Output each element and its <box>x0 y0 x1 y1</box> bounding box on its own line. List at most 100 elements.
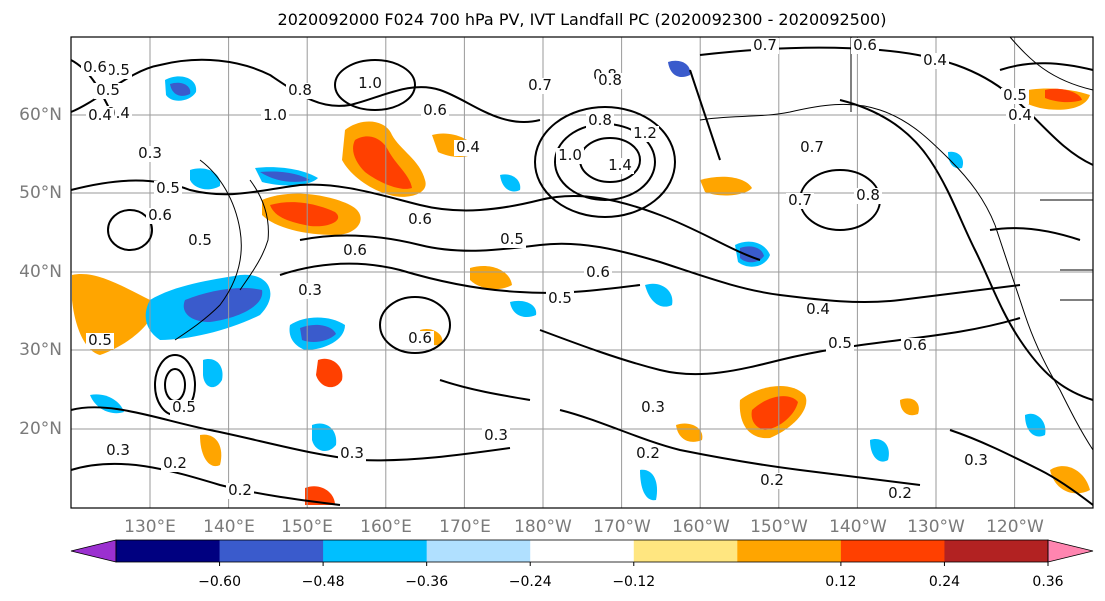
positive-anomaly-core <box>270 202 339 227</box>
coastlines <box>174 36 1094 451</box>
lat-label: 20°N <box>19 419 62 439</box>
contour-line <box>107 209 153 251</box>
contour-label: 0.5 <box>828 334 852 352</box>
contour-label-bg <box>631 126 659 142</box>
contour-label: 0.5 <box>88 331 112 349</box>
contour-label: 0.3 <box>641 398 665 416</box>
contour-label: 0.8 <box>856 186 880 204</box>
contour-label-bg <box>482 428 510 444</box>
negative-anomaly-patch <box>510 300 537 318</box>
colorbar-segment <box>737 540 842 562</box>
contour-label-bg <box>758 473 786 489</box>
contour-label-bg <box>804 302 832 318</box>
contour-label: 1.0 <box>358 74 382 92</box>
colorbar-segment <box>633 540 738 562</box>
positive-anomaly-patch <box>1050 466 1090 494</box>
negative-anomaly-patch <box>500 174 521 192</box>
contour-line <box>689 69 721 161</box>
contour-label: 0.4 <box>1008 106 1032 124</box>
contour-label: 1.0 <box>263 106 287 124</box>
contour-label-bg <box>341 243 369 259</box>
contour-label-bg <box>751 38 779 54</box>
colorbar-segment <box>530 540 635 562</box>
contour-label-bg <box>526 78 554 94</box>
figure-title: 2020092000 F024 700 hPa PV, IVT Landfall… <box>278 10 887 29</box>
lon-label: 120°W <box>986 517 1044 537</box>
negative-anomaly-core <box>260 171 310 182</box>
contour-label-bg <box>356 76 384 92</box>
lon-label: 170°E <box>439 517 491 537</box>
contour-label: 0.3 <box>106 441 130 459</box>
lon-label: 150°W <box>750 517 808 537</box>
positive-anomaly-core <box>305 486 335 505</box>
contour-line <box>70 406 511 462</box>
negative-anomaly-patch <box>870 439 889 462</box>
contour-label-bg <box>296 283 324 299</box>
contour-label-bg <box>286 83 314 99</box>
negative-anomaly-patch <box>190 168 221 190</box>
contour-line <box>534 106 676 218</box>
contour-label: 0.7 <box>528 76 552 94</box>
contour-label: 0.4 <box>88 106 112 124</box>
contour-label-bg <box>851 38 879 54</box>
contour-line <box>70 179 761 261</box>
lon-label: 160°W <box>672 517 730 537</box>
lon-label: 130°E <box>124 517 176 537</box>
contour-label-bg <box>901 338 929 354</box>
colorbar-outline <box>115 539 1049 563</box>
negative-anomaly-core <box>183 288 263 322</box>
lat-label: 50°N <box>19 183 62 203</box>
contour-line <box>299 234 1021 304</box>
contour-label: 0.8 <box>588 111 612 129</box>
contour-label: 0.5 <box>106 61 130 79</box>
colorbar-tick-label: −0.36 <box>405 574 448 590</box>
contour-label: 0.6 <box>408 329 432 347</box>
colorbar-segment <box>323 540 428 562</box>
contour-label: 0.2 <box>228 481 252 499</box>
colorbar-segment <box>116 540 221 562</box>
contour-label: 1.4 <box>608 156 632 174</box>
contour-label-bg <box>854 188 882 204</box>
longitude-labels: 130°E 140°E 150°E 160°E 170°E 180°W 170°… <box>124 517 1044 537</box>
colorbar-tick-label: −0.12 <box>612 574 655 590</box>
contour-label: 0.8 <box>598 71 622 89</box>
contour-label: 0.6 <box>586 263 610 281</box>
lat-label: 30°N <box>19 340 62 360</box>
positive-anomaly-patch <box>200 434 222 467</box>
lon-label: 140°E <box>203 517 255 537</box>
contour-label: 1.2 <box>633 124 657 142</box>
contour-label-bg <box>170 400 198 416</box>
colorbar: −0.60−0.48−0.36−0.24−0.120.120.240.360.4… <box>70 539 1094 590</box>
contour-label-bg <box>86 108 114 124</box>
contour-line <box>279 262 641 294</box>
contour-line <box>70 59 111 111</box>
contour-label-bg <box>421 103 449 119</box>
alaska-coastline <box>699 103 996 226</box>
contour-label: 0.3 <box>298 281 322 299</box>
contour-label: 0.4 <box>806 300 830 318</box>
contour-label-bg <box>454 140 482 156</box>
negative-anomaly-patch <box>948 151 964 169</box>
contour-label-bg <box>798 140 826 156</box>
contour-label-bg <box>596 73 624 89</box>
contour-label-bg <box>161 456 189 472</box>
positive-anomaly-core <box>751 396 798 430</box>
asia-coastline <box>174 159 242 341</box>
contour-label-bg <box>786 193 814 209</box>
contour-label: 0.6 <box>903 336 927 354</box>
negative-anomaly-patch <box>1025 413 1046 437</box>
contour-label-bg <box>556 148 584 164</box>
contour-line <box>989 227 1081 241</box>
contour-label: 0.6 <box>343 241 367 259</box>
contour-label: 0.5 <box>96 81 120 99</box>
negative-anomaly-patch <box>640 469 658 501</box>
contour-label-bg <box>1001 88 1029 104</box>
contour-label-bg <box>86 333 114 349</box>
latitude-labels: 60°N 50°N 40°N 30°N 20°N <box>19 105 62 439</box>
negative-anomaly-patch <box>203 359 223 388</box>
contour-line <box>839 99 1094 401</box>
contour-label-bg <box>261 108 289 124</box>
contour-label: 0.5 <box>1003 86 1027 104</box>
